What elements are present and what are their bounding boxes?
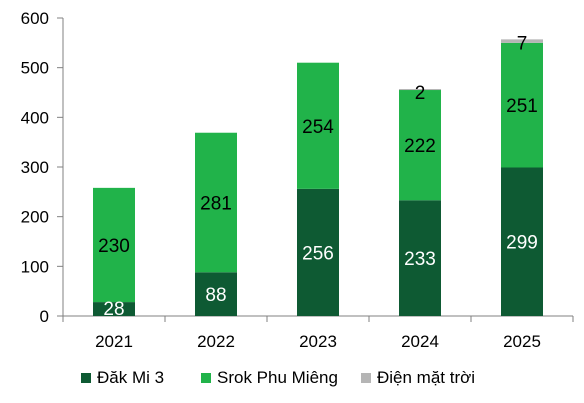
bars-group: [93, 39, 543, 316]
data-label-2: 254: [302, 117, 334, 138]
data-label-2: 230: [98, 236, 130, 257]
legend-label-3: Điện mặt trời: [377, 368, 475, 387]
bar-segment-2: [93, 187, 135, 303]
bar-segment-1: [93, 302, 135, 316]
y-tick-label: 400: [21, 108, 49, 127]
x-tick-label: 2021: [95, 332, 133, 351]
y-tick-label: 500: [21, 59, 49, 78]
bar-segment-1: [195, 272, 237, 316]
bar-segment-2: [501, 42, 543, 168]
legend-swatch-2: [201, 373, 211, 383]
legend-swatch-1: [81, 373, 91, 383]
data-label-3: 7: [517, 33, 528, 54]
data-label-1: 256: [302, 243, 334, 264]
data-label-2: 222: [404, 136, 436, 157]
data-label-1: 233: [404, 249, 436, 270]
x-axis: 2021 2022 2023 2024 2025: [62, 315, 574, 351]
legend-swatch-3: [361, 373, 371, 383]
x-tick-label: 2024: [401, 332, 439, 351]
x-tick-label: 2023: [299, 332, 337, 351]
y-axis: 0 100 200 300 400 500 600: [21, 9, 64, 326]
x-tick-label: 2022: [197, 332, 235, 351]
bar-segment-1: [501, 167, 543, 316]
bar-segment-2: [195, 132, 237, 273]
bar-segment-3: [501, 39, 543, 43]
legend-label-1: Đăk Mi 3: [97, 368, 164, 387]
y-tick-label: 200: [21, 208, 49, 227]
y-tick-label: 600: [21, 9, 49, 28]
data-label-1: 299: [506, 233, 538, 254]
data-label-1: 28: [103, 299, 124, 320]
data-label-2: 251: [506, 96, 538, 117]
data-label-3: 2: [415, 83, 426, 104]
legend-label-2: Srok Phu Miêng: [217, 368, 338, 387]
bar-segment-1: [399, 200, 441, 316]
data-label-2: 281: [200, 194, 232, 215]
bar-segment-2: [399, 90, 441, 201]
data-label-1: 88: [205, 285, 226, 306]
y-tick-label: 300: [21, 158, 49, 177]
x-tick-label: 2025: [503, 332, 541, 351]
bar-segment-1: [297, 188, 339, 316]
bar-segment-3: [399, 89, 441, 91]
y-tick-label: 0: [40, 307, 49, 326]
y-tick-label: 100: [21, 257, 49, 276]
legend: Đăk Mi 3 Srok Phu Miêng Điện mặt trời: [81, 368, 475, 387]
bar-segment-2: [297, 62, 339, 189]
